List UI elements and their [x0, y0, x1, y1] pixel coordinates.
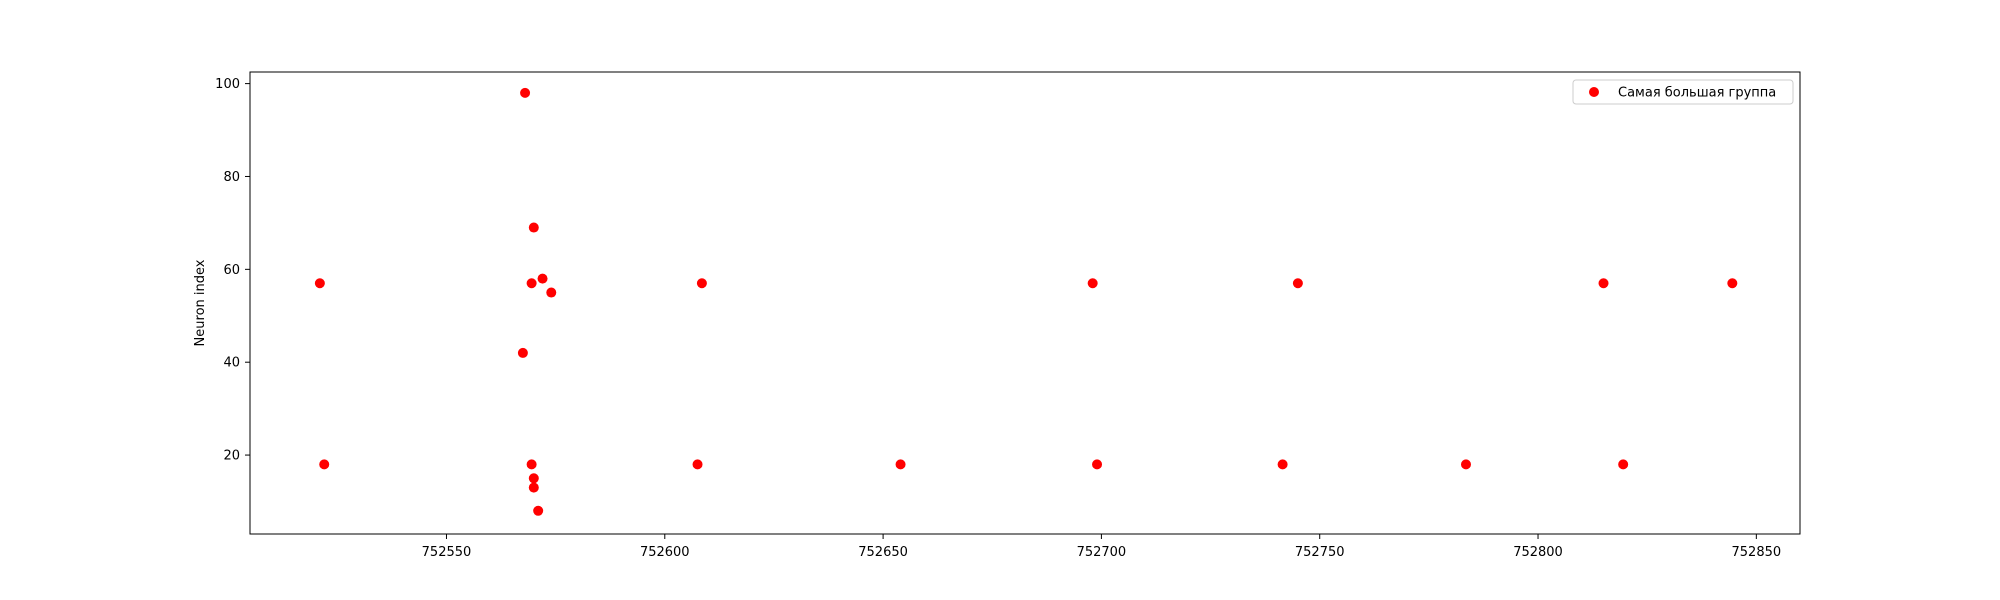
x-tick-label: 752650	[858, 545, 908, 560]
x-tick-label: 752750	[1295, 545, 1345, 560]
data-point	[314, 278, 325, 289]
x-tick-label: 752550	[422, 545, 472, 560]
data-point	[517, 347, 528, 358]
data-point	[1277, 459, 1288, 470]
plot-frame	[249, 71, 1801, 535]
x-tick-label: 752850	[1732, 545, 1782, 560]
plot-area	[250, 72, 1800, 534]
data-point	[1292, 278, 1303, 289]
data-point	[1598, 278, 1609, 289]
data-point	[537, 273, 548, 284]
y-axis-ticks: 20 40 60 80 100	[215, 77, 250, 464]
data-point	[546, 287, 557, 298]
data-point	[520, 87, 531, 98]
data-point	[1618, 459, 1629, 470]
points-layer	[314, 87, 1738, 516]
y-axis-label: Neuron index	[193, 259, 208, 346]
x-tick-label: 752600	[640, 545, 690, 560]
y-tick-label: 40	[223, 356, 240, 371]
y-tick-label: 20	[223, 449, 240, 464]
y-tick-label: 60	[223, 263, 240, 278]
data-point	[526, 278, 537, 289]
data-point	[533, 505, 544, 516]
data-point	[1087, 278, 1098, 289]
x-tick-label: 752800	[1513, 545, 1563, 560]
legend-marker	[1589, 87, 1599, 97]
data-point	[1092, 459, 1103, 470]
data-point	[895, 459, 906, 470]
data-point	[528, 482, 539, 493]
data-point	[528, 473, 539, 484]
legend: Самая большая группа	[1572, 79, 1794, 105]
data-point	[696, 278, 707, 289]
data-point	[1460, 459, 1471, 470]
data-point	[1727, 278, 1738, 289]
x-tick-label: 752700	[1077, 545, 1127, 560]
legend-box	[1572, 79, 1794, 105]
legend-label: Самая большая группа	[1618, 86, 1776, 101]
data-point	[692, 459, 703, 470]
y-tick-label: 100	[215, 77, 240, 92]
data-point	[528, 222, 539, 233]
data-point	[526, 459, 537, 470]
y-tick-label: 80	[223, 170, 240, 185]
x-axis-ticks: 752550 752600 752650 752700 752750 752800 7528…	[422, 534, 1781, 560]
data-point	[319, 459, 330, 470]
